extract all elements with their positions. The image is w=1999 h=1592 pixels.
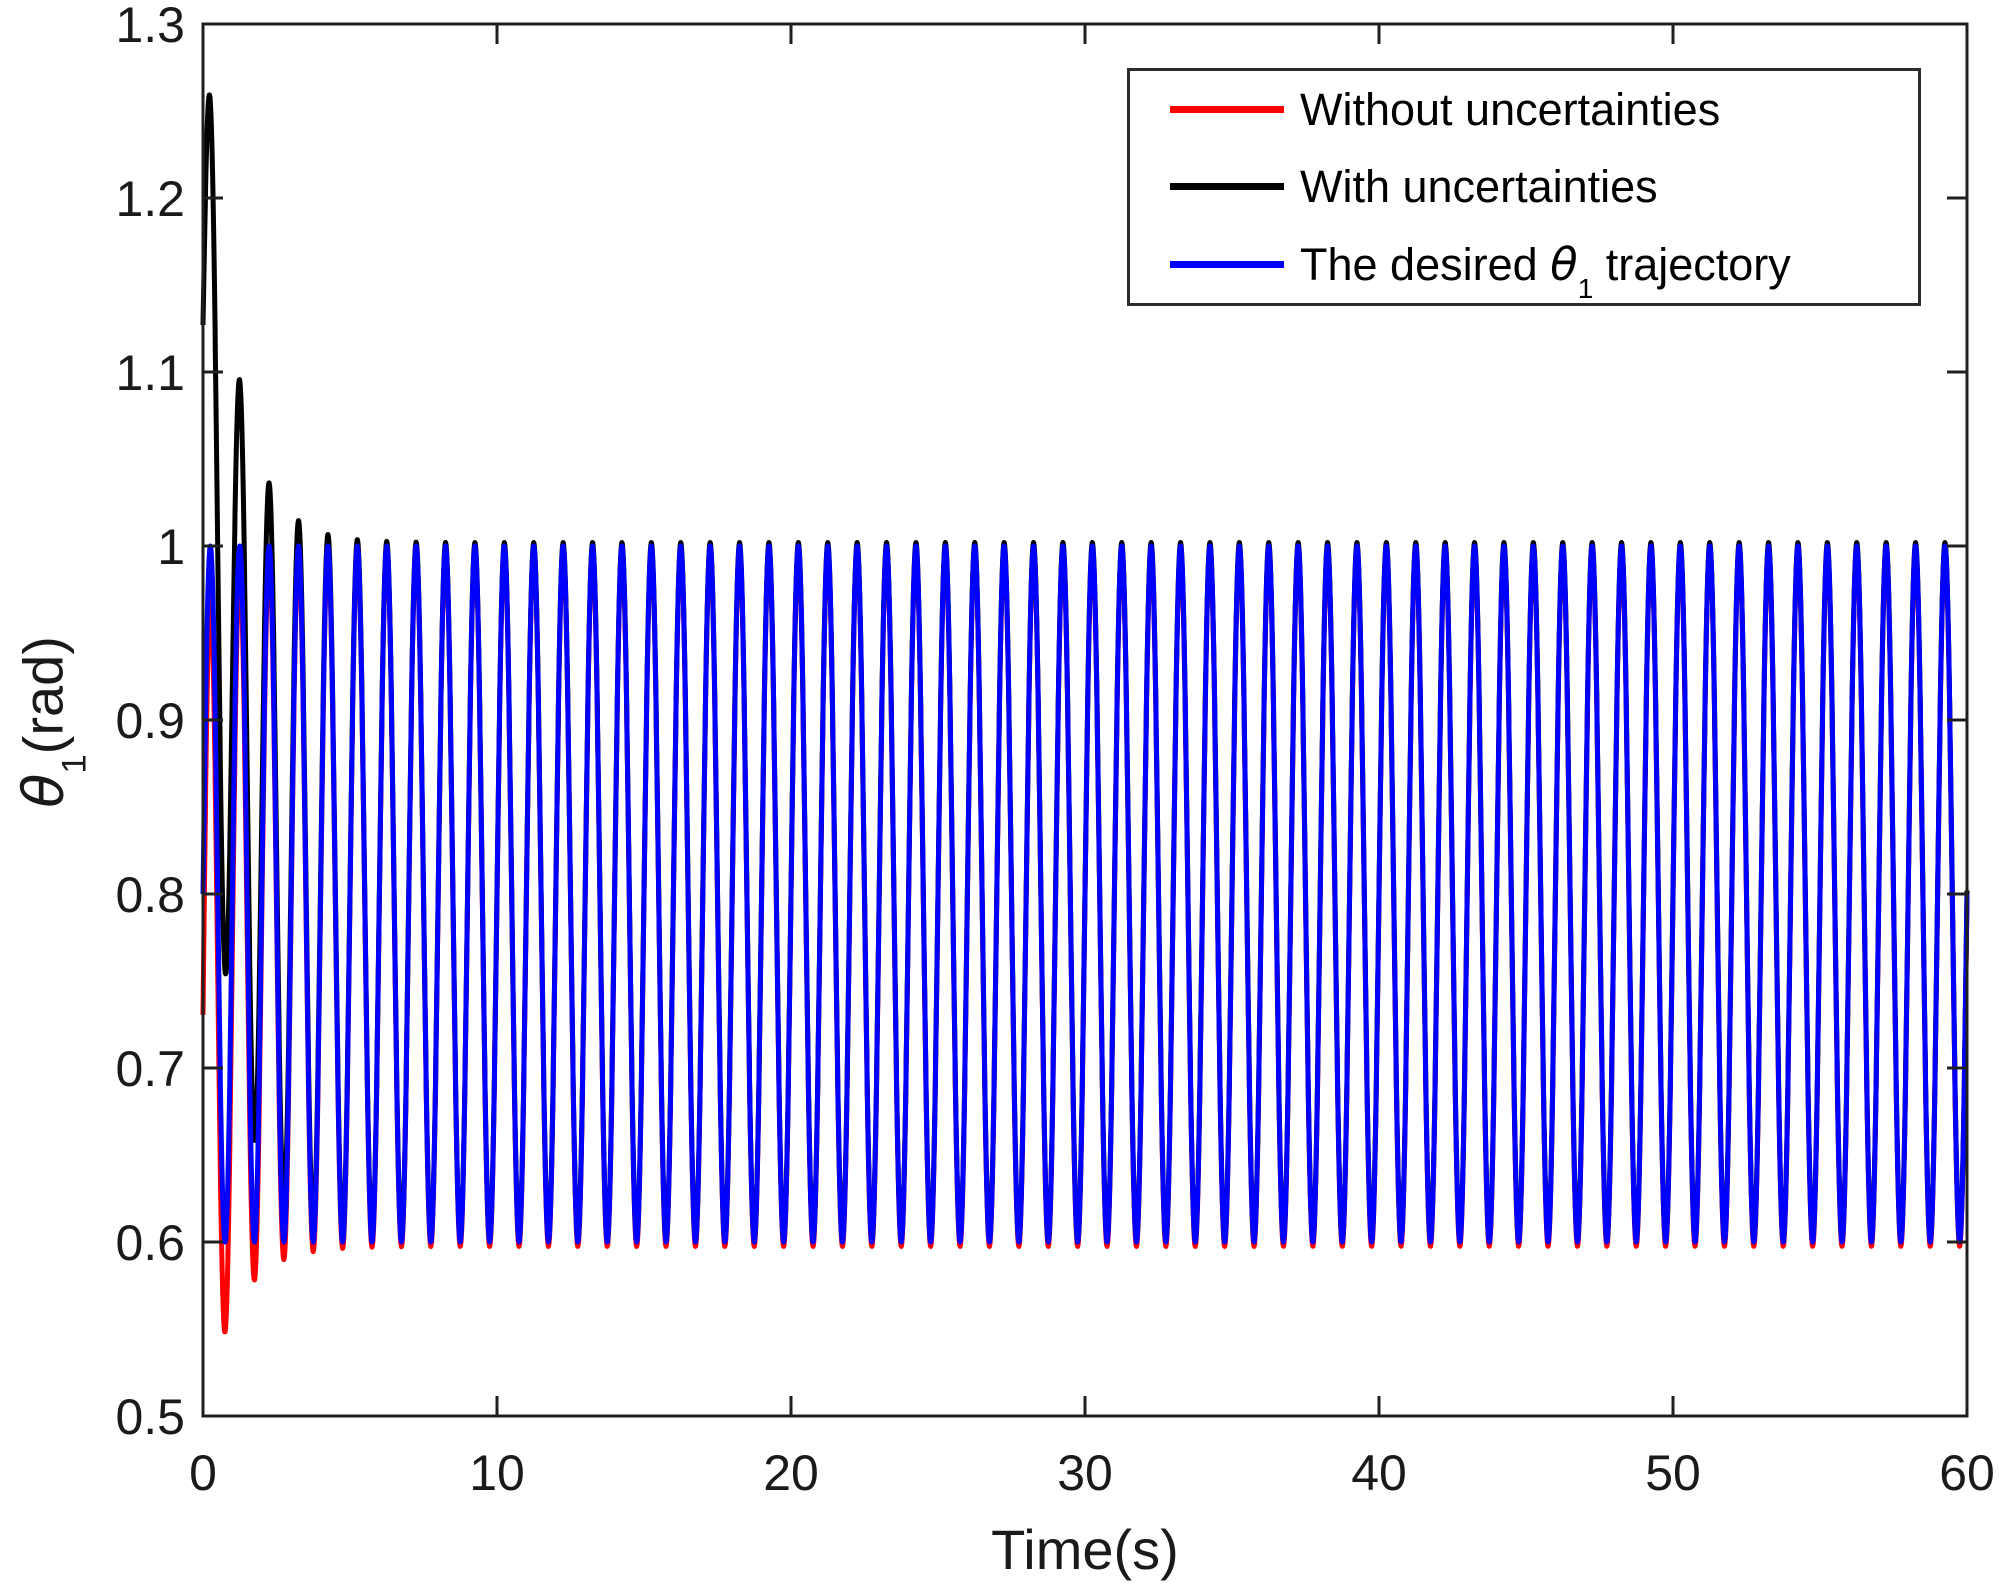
y-tick-label: 0.5 [115, 1389, 185, 1445]
x-tick-label: 40 [1351, 1445, 1407, 1501]
y-axis-unit: (rad) [11, 636, 75, 755]
legend-entry-without-uncertainties: Without uncertainties [1170, 87, 1918, 132]
x-tick-label: 30 [1057, 1445, 1113, 1501]
y-axis-title: θ1(rad) [12, 636, 94, 808]
legend-label-without-uncertainties: Without uncertainties [1300, 84, 1721, 136]
x-tick-label: 10 [469, 1445, 525, 1501]
legend-line-sample-blue [1170, 260, 1284, 268]
y-tick-label: 0.7 [115, 1041, 185, 1097]
legend-label-desired-trajectory: The desired θ1 trajectory [1300, 238, 1791, 303]
y-tick-label: 0.8 [115, 867, 185, 923]
x-tick-label: 50 [1645, 1445, 1701, 1501]
theta-symbol: θ [11, 773, 77, 808]
legend-entry-with-uncertainties: With uncertainties [1170, 164, 1918, 209]
legend-line-sample-red [1170, 106, 1284, 114]
legend-label-with-uncertainties: With uncertainties [1300, 161, 1658, 213]
theta-symbol: θ [1550, 237, 1578, 291]
curve-desired-trajectory [200, 543, 1970, 1245]
y-tick-label: 1.1 [115, 345, 185, 401]
y-tick-label: 1 [157, 519, 185, 575]
legend-label-text: The desired [1300, 238, 1551, 290]
theta-subscript: 1 [1577, 273, 1594, 305]
y-tick-label: 0.6 [115, 1215, 185, 1271]
legend-box: Without uncertainties With uncertainties… [1127, 68, 1921, 306]
legend-line-sample-black [1170, 183, 1284, 191]
x-tick-label: 60 [1939, 1445, 1995, 1501]
legend-label-text: trajectory [1593, 238, 1791, 290]
x-axis-title: Time(s) [991, 1518, 1179, 1581]
y-tick-label: 0.9 [115, 693, 185, 749]
theta-subscript: 1 [55, 754, 94, 774]
legend-entry-desired-trajectory: The desired θ1 trajectory [1170, 238, 1918, 303]
x-tick-label: 20 [763, 1445, 819, 1501]
y-tick-label: 1.2 [115, 171, 185, 227]
x-tick-label: 0 [189, 1445, 217, 1501]
y-tick-label: 1.3 [115, 0, 185, 53]
